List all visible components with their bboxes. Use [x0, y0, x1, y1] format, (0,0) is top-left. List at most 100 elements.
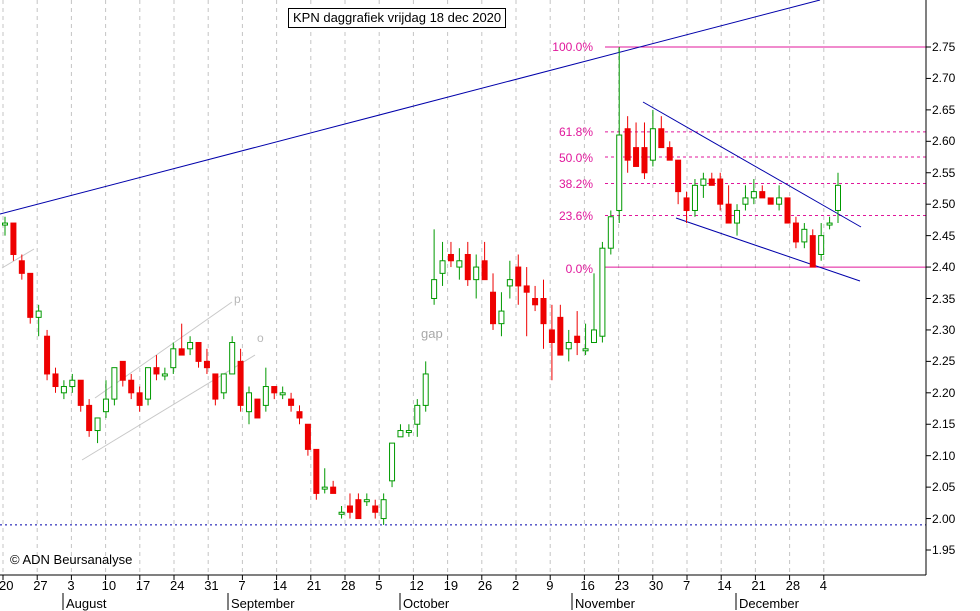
candle-body-down	[288, 398, 295, 406]
candle-body-down	[355, 499, 362, 520]
candle-body-down	[372, 505, 379, 513]
y-tick-label: 2.50	[932, 197, 956, 212]
x-tick-label: 14	[717, 578, 732, 593]
month-label: October	[403, 596, 450, 611]
candle-body-down	[515, 266, 522, 287]
x-tick-label: 5	[375, 578, 383, 593]
x-tick-label: 19	[443, 578, 459, 593]
candle-body-up	[229, 342, 236, 375]
y-tick-label: 2.05	[932, 480, 956, 495]
y-tick-label: 2.65	[932, 102, 956, 117]
y-tick-label: 2.35	[932, 291, 956, 306]
x-tick-label: 28	[341, 578, 356, 593]
candle-body-up	[279, 392, 286, 396]
candle-body-down	[624, 128, 631, 161]
candle-body-down	[683, 197, 690, 211]
candle-body-down	[52, 373, 59, 388]
fib-label-50: 50.0%	[558, 151, 593, 165]
candle-body-down	[548, 329, 555, 344]
candle-body-up	[338, 511, 345, 515]
candle-body-up	[607, 216, 614, 249]
candle-body-down	[153, 367, 160, 375]
candle-body-down	[523, 285, 530, 293]
candle-body-up	[590, 329, 597, 344]
candle-body-down	[346, 505, 353, 513]
candle-body-up	[414, 404, 421, 425]
candle-body-down	[725, 203, 732, 224]
candle-body-up	[161, 373, 168, 377]
fib-label-0: 0.0%	[565, 262, 593, 276]
y-tick-label: 2.10	[932, 448, 956, 463]
candle-body-down	[128, 379, 135, 394]
candle-body-up	[262, 386, 269, 406]
channel-line-left	[1, 248, 35, 269]
x-tick-label: 12	[409, 578, 424, 593]
y-tick-label: 2.45	[932, 228, 956, 243]
candle-body-down	[203, 360, 210, 369]
candle-body-down	[271, 386, 278, 394]
candle-body-up	[246, 392, 253, 413]
candle-body-up	[69, 379, 76, 388]
candle-body-up	[826, 222, 833, 226]
channel-line-lower	[81, 354, 256, 461]
candle-body-up	[397, 430, 404, 438]
y-tick-label: 1.95	[932, 543, 956, 557]
y-tick-label: 2.60	[932, 134, 956, 149]
y-tick-label: 2.55	[932, 165, 956, 180]
x-tick-label: 30	[648, 578, 664, 593]
gap-annotation: gap	[421, 326, 443, 341]
candle-body-down	[86, 404, 93, 432]
fib-label-236: 23.6%	[558, 209, 593, 223]
x-tick-label: 14	[272, 578, 288, 593]
chart-title: KPN daggrafiek vrijdag 18 dec 2020	[288, 8, 507, 28]
x-tick-label: 31	[204, 578, 219, 593]
x-tick-label: 9	[546, 578, 554, 593]
month-label: August	[66, 596, 107, 611]
candle-body-up	[380, 499, 387, 520]
y-tick-label: 2.20	[932, 385, 956, 400]
candle-body-down	[18, 260, 25, 274]
candle-body-up	[565, 342, 572, 350]
candle-body-up	[439, 260, 446, 274]
candle-body-down	[809, 235, 816, 268]
candle-body-down	[784, 197, 791, 224]
candle-body-up	[835, 184, 841, 211]
candle-body-up	[700, 178, 707, 186]
x-tick-label: 10	[101, 578, 117, 593]
candle-body-down	[532, 298, 539, 306]
candle-body-down	[330, 486, 337, 494]
candle-body-down	[254, 398, 261, 419]
channel-line-upper	[94, 301, 233, 399]
candle-body-down	[658, 128, 665, 149]
candle-body-up	[818, 235, 825, 255]
fib-label-618: 61.8%	[558, 125, 593, 139]
y-tick-label: 2.25	[932, 354, 956, 369]
candle-body-up	[734, 209, 741, 224]
candle-body-down	[119, 360, 126, 381]
y-tick-label: 2.30	[932, 322, 956, 337]
candle-body-up	[750, 191, 757, 199]
x-tick-label: 7	[238, 578, 246, 593]
candle-body-up	[111, 367, 118, 400]
candle-body-down	[304, 423, 311, 450]
candle-body-up	[776, 197, 783, 205]
candle-body-up	[187, 342, 194, 350]
candle-body-down	[633, 147, 640, 167]
copyright-text: © ADN Beursanalyse	[10, 552, 133, 567]
candle-body-down	[675, 159, 682, 193]
month-label: September	[231, 596, 295, 611]
candle-body-up	[431, 279, 438, 300]
candle-body-up	[498, 310, 505, 325]
candle-body-down	[490, 291, 497, 325]
candle-body-down	[464, 253, 471, 281]
candle-body-down	[27, 272, 34, 318]
x-tick-label: 17	[135, 578, 151, 593]
wedge-line-lower	[675, 217, 861, 282]
fib-label-100: 100.0%	[552, 40, 593, 54]
candle-body-down	[136, 392, 143, 406]
x-tick-label: 21	[751, 578, 766, 593]
candle-body-up	[582, 348, 589, 352]
candle-body-up	[35, 310, 42, 318]
candle-body-up	[170, 348, 177, 369]
